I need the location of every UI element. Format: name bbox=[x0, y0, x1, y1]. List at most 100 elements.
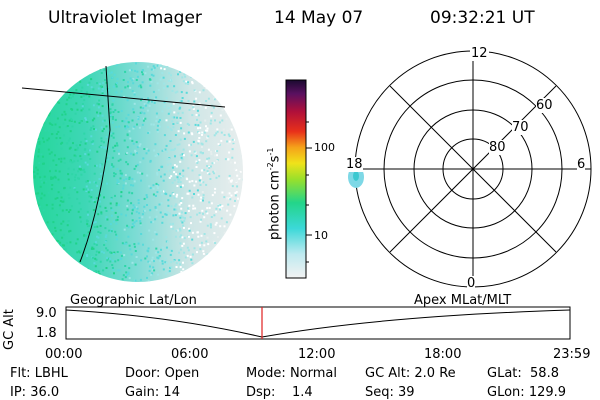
disk-pixel bbox=[111, 156, 114, 159]
disk-pixel bbox=[163, 106, 166, 108]
disk-pixel bbox=[52, 221, 55, 224]
disk-pixel bbox=[87, 231, 90, 234]
disk-pixel bbox=[121, 242, 124, 245]
disk-pixel bbox=[156, 185, 159, 188]
lat-label-70: 70 bbox=[512, 120, 529, 135]
disk-pixel bbox=[200, 241, 203, 244]
disk-pixel bbox=[212, 161, 215, 164]
disk-pixel bbox=[50, 151, 53, 154]
disk-pixel bbox=[197, 131, 200, 133]
disk-pixel bbox=[236, 185, 239, 188]
disk-pixel bbox=[132, 78, 135, 81]
disk-pixel bbox=[55, 180, 58, 183]
disk-pixel bbox=[168, 72, 171, 75]
disk-pixel bbox=[127, 113, 130, 116]
disk-pixel bbox=[87, 213, 89, 216]
disk-pixel bbox=[179, 138, 182, 141]
disk-pixel bbox=[129, 137, 132, 140]
disk-pixel bbox=[80, 250, 83, 253]
disk-pixel bbox=[38, 142, 41, 145]
disk-pixel bbox=[208, 207, 211, 209]
disk-pixel bbox=[152, 65, 155, 68]
disk-pixel bbox=[96, 111, 98, 114]
disk-pixel bbox=[100, 250, 103, 253]
disk-pixel bbox=[110, 134, 113, 137]
disk-pixel bbox=[170, 80, 173, 83]
disk-pixel bbox=[55, 214, 58, 217]
disk-pixel bbox=[223, 225, 226, 228]
disk-pixel bbox=[127, 271, 130, 274]
disk-pixel bbox=[202, 89, 205, 92]
disk-pixel bbox=[181, 76, 184, 79]
disk-pixel bbox=[230, 128, 233, 131]
disk-pixel bbox=[91, 143, 94, 145]
disk-pixel bbox=[71, 125, 74, 128]
disk-pixel bbox=[206, 171, 209, 174]
disk-pixel bbox=[50, 178, 53, 180]
disk-pixel bbox=[185, 91, 188, 94]
disk-pixel bbox=[231, 185, 234, 188]
disk-pixel bbox=[51, 123, 54, 126]
disk-pixel bbox=[65, 103, 68, 106]
disk-pixel bbox=[88, 200, 91, 203]
disk-pixel bbox=[47, 129, 50, 132]
disk-pixel bbox=[226, 129, 229, 132]
disk-pixel bbox=[179, 263, 181, 266]
disk-pixel bbox=[48, 152, 51, 155]
disk-pixel bbox=[73, 120, 76, 123]
disk-pixel bbox=[190, 154, 193, 157]
disk-pixel bbox=[154, 231, 157, 233]
disk-pixel bbox=[114, 173, 117, 176]
mlt-label-0: 0 bbox=[467, 276, 476, 291]
disk-pixel bbox=[67, 178, 70, 181]
disk-pixel bbox=[156, 154, 158, 157]
disk-pixel bbox=[79, 168, 82, 171]
disk-pixel bbox=[102, 88, 105, 90]
instrument-title: Ultraviolet Imager bbox=[48, 8, 202, 28]
disk-pixel bbox=[168, 176, 171, 179]
disk-pixel bbox=[51, 133, 54, 135]
disk-pixel bbox=[206, 157, 209, 160]
disk-pixel bbox=[86, 225, 89, 228]
disk-pixel bbox=[126, 224, 129, 227]
disk-pixel bbox=[216, 128, 219, 131]
disk-pixel bbox=[128, 69, 131, 72]
disk-pixel bbox=[182, 268, 185, 271]
disk-pixel bbox=[90, 135, 93, 138]
disk-pixel bbox=[199, 248, 202, 251]
disk-pixel bbox=[80, 95, 83, 98]
disk-pixel bbox=[110, 71, 113, 74]
polar-axis-diag2 bbox=[389, 85, 557, 253]
disk-pixel bbox=[120, 172, 123, 175]
disk-pixel bbox=[136, 146, 139, 149]
disk-pixel bbox=[52, 176, 55, 179]
disk-pixel bbox=[201, 209, 204, 212]
disk-pixel bbox=[67, 220, 70, 222]
disk-pixel bbox=[37, 150, 40, 153]
disk-pixel bbox=[181, 244, 184, 247]
disk-pixel bbox=[222, 128, 225, 131]
disk-pixel bbox=[176, 193, 179, 196]
disk-pixel bbox=[198, 159, 201, 162]
disk-pixel bbox=[158, 169, 160, 171]
disk-pixel bbox=[69, 186, 72, 189]
disk-pixel bbox=[132, 204, 135, 207]
disk-pixel bbox=[210, 153, 213, 156]
disk-pixel bbox=[62, 244, 65, 247]
disk-pixel bbox=[234, 199, 236, 202]
disk-pixel bbox=[168, 270, 171, 273]
disk-pixel bbox=[231, 156, 234, 159]
disk-pixel bbox=[181, 111, 184, 114]
disk-pixel bbox=[118, 203, 120, 206]
disk-pixel bbox=[225, 118, 228, 121]
disk-pixel bbox=[105, 136, 108, 138]
disk-pixel bbox=[191, 238, 194, 241]
disk-pixel bbox=[56, 194, 58, 197]
disk-pixel bbox=[142, 119, 145, 122]
disk-pixel bbox=[117, 149, 120, 152]
disk-pixel bbox=[148, 131, 151, 134]
disk-pixel bbox=[71, 173, 74, 176]
disk-pixel bbox=[133, 221, 136, 224]
disk-pixel bbox=[83, 168, 86, 171]
disk-pixel bbox=[129, 86, 132, 89]
